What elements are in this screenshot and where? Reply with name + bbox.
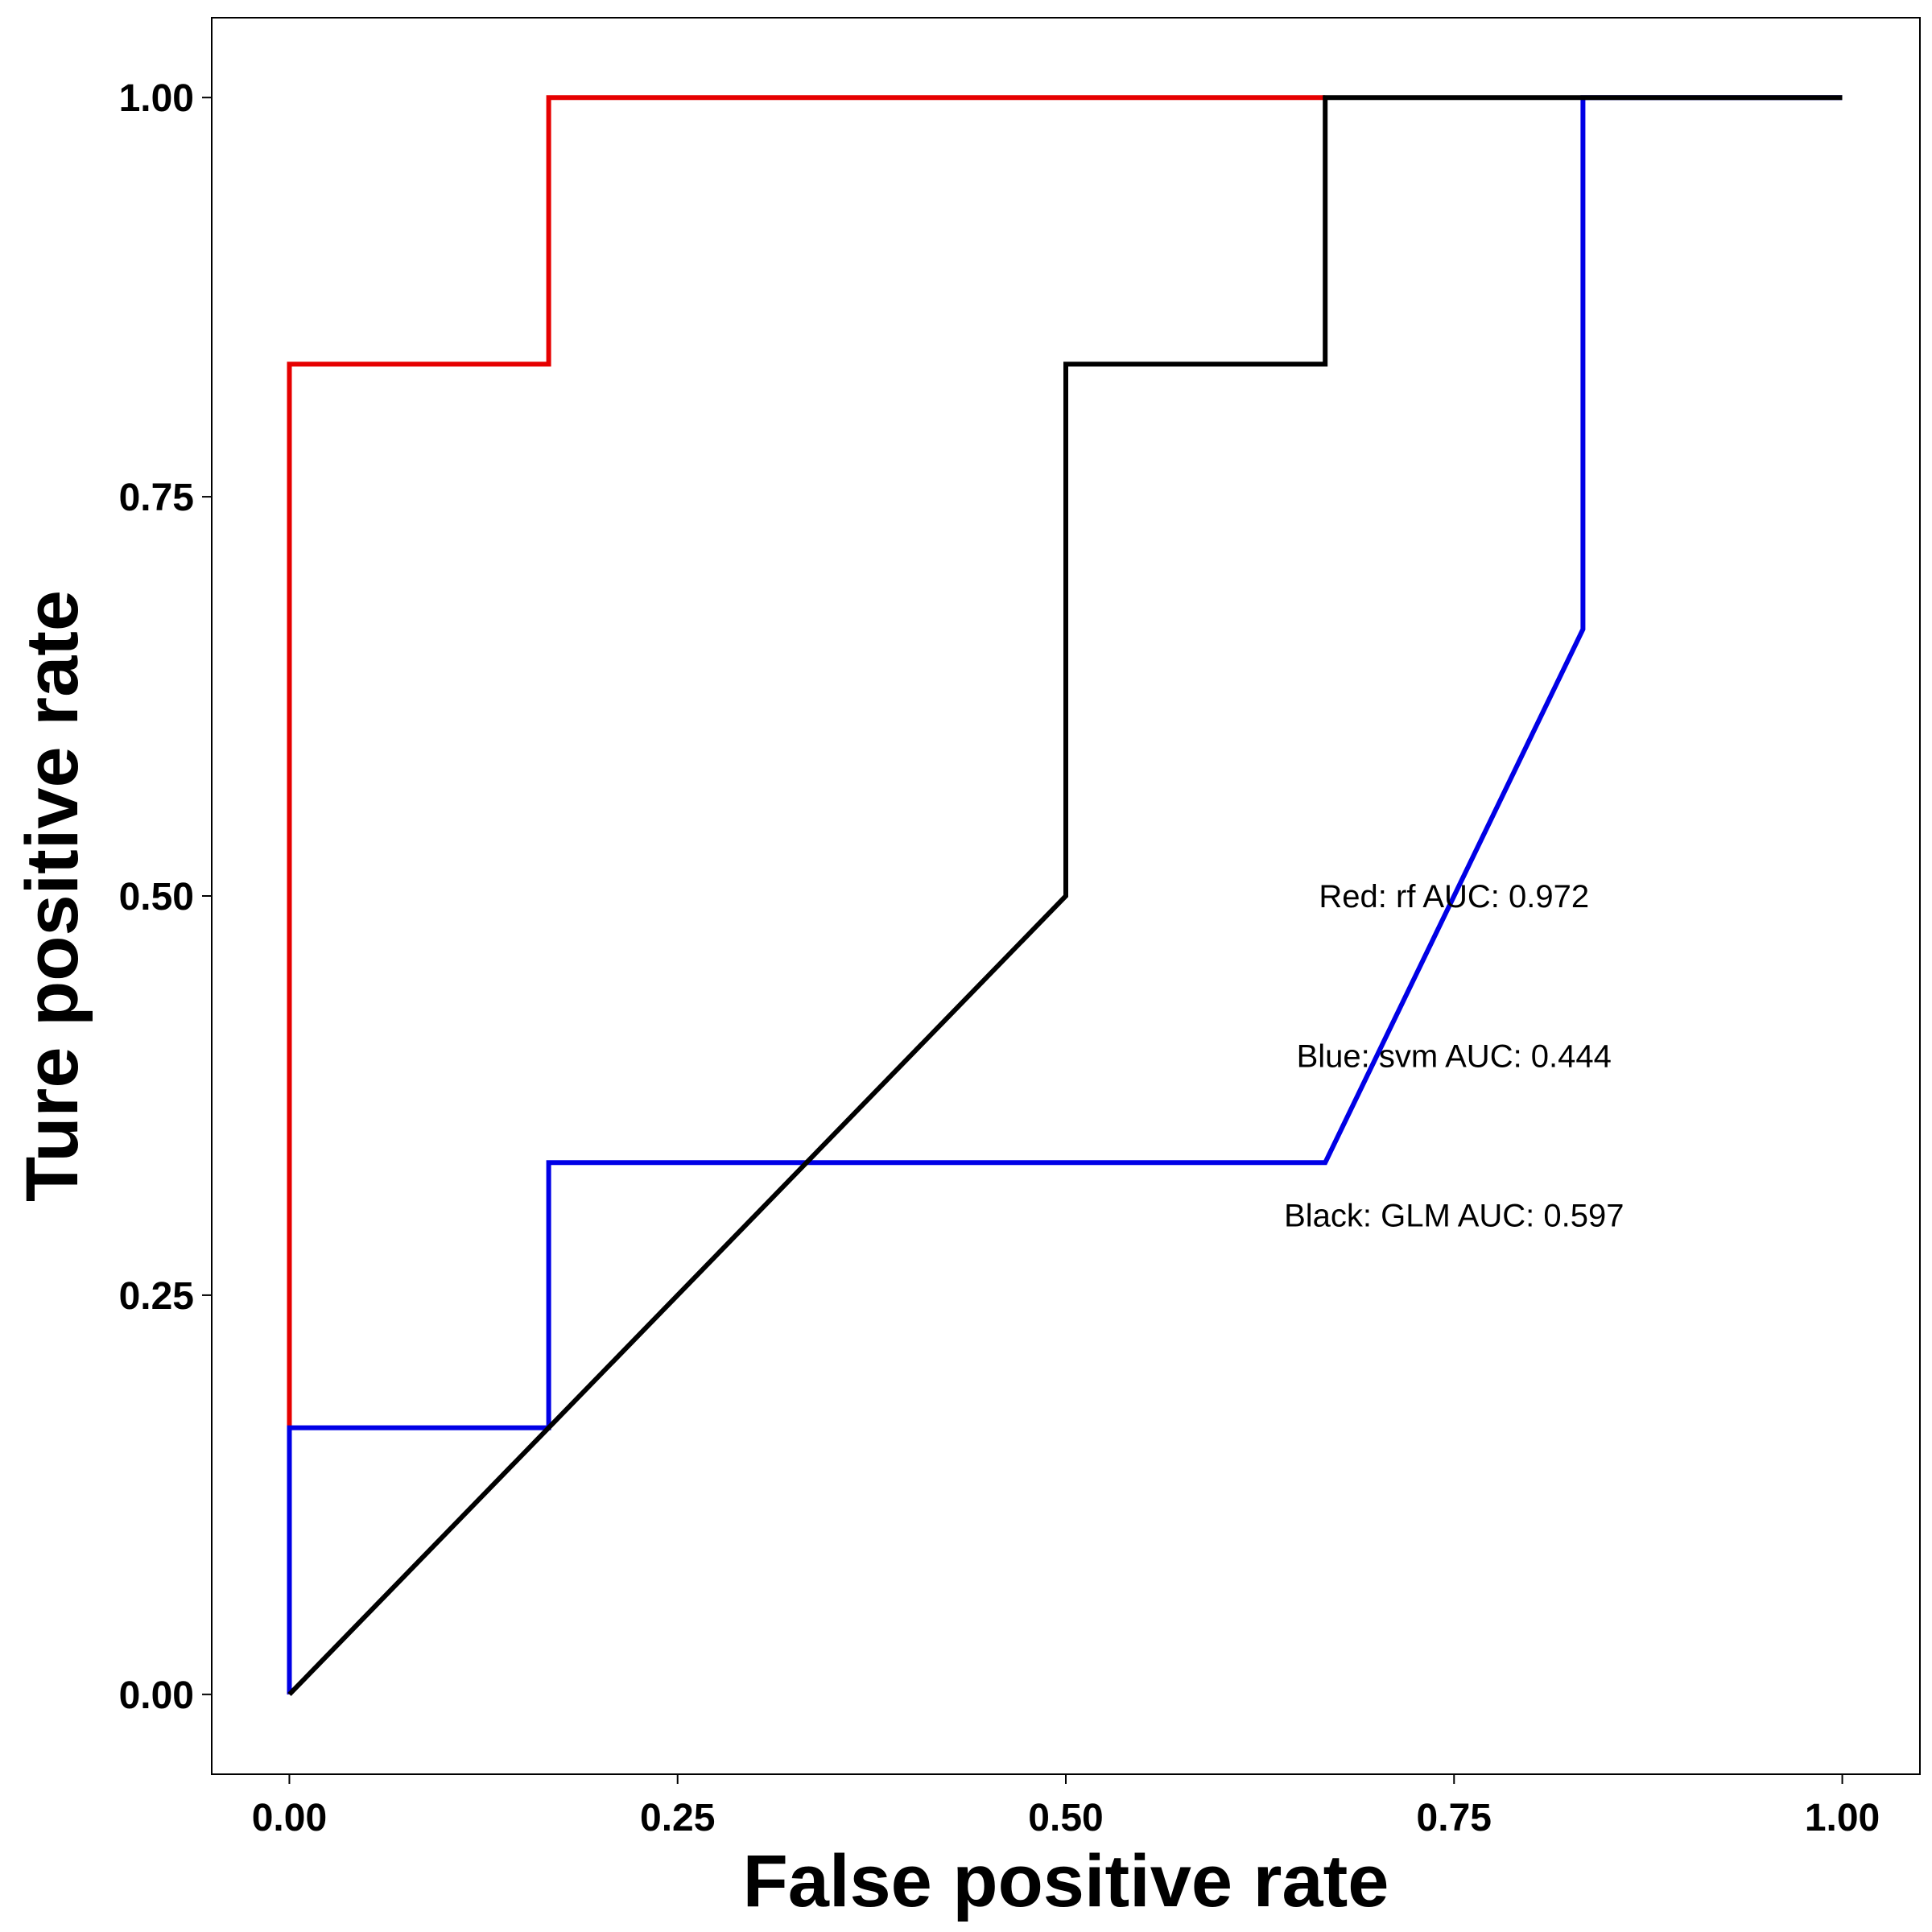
y-tick-label: 0.75 bbox=[119, 477, 194, 519]
y-tick-label: 1.00 bbox=[119, 77, 194, 120]
x-tick-label: 0.50 bbox=[1028, 1797, 1103, 1839]
x-axis-title: False positive rate bbox=[743, 1840, 1389, 1922]
y-tick-label: 0.25 bbox=[119, 1275, 194, 1318]
annotation-glm-auc: Black: GLM AUC: 0.597 bbox=[1284, 1199, 1624, 1234]
x-tick-label: 0.75 bbox=[1417, 1797, 1492, 1839]
roc-curve-red bbox=[287, 95, 1326, 1695]
x-tick-label: 0.25 bbox=[640, 1797, 715, 1839]
annotation-layer: Red: rf AUC: 0.972 Blue: svm AUC: 0.444 Bl… bbox=[1284, 879, 1624, 1234]
y-tick-label: 0.50 bbox=[119, 876, 194, 919]
annotation-svm-auc: Blue: svm AUC: 0.444 bbox=[1297, 1038, 1612, 1074]
x-tick-label: 1.00 bbox=[1805, 1797, 1880, 1839]
y-axis: 0.00 0.25 0.50 0.75 1.00 bbox=[119, 77, 212, 1717]
y-axis-title: Ture positive rate bbox=[11, 590, 93, 1202]
x-tick-label: 0.00 bbox=[252, 1797, 327, 1839]
roc-curve-blue bbox=[287, 95, 1843, 1695]
roc-curve-black bbox=[287, 95, 1843, 1696]
y-tick-label: 0.00 bbox=[119, 1674, 194, 1717]
series-layer bbox=[287, 95, 1843, 1696]
annotation-rf-auc: Red: rf AUC: 0.972 bbox=[1319, 879, 1589, 914]
x-axis: 0.00 0.25 0.50 0.75 1.00 bbox=[252, 1774, 1880, 1839]
